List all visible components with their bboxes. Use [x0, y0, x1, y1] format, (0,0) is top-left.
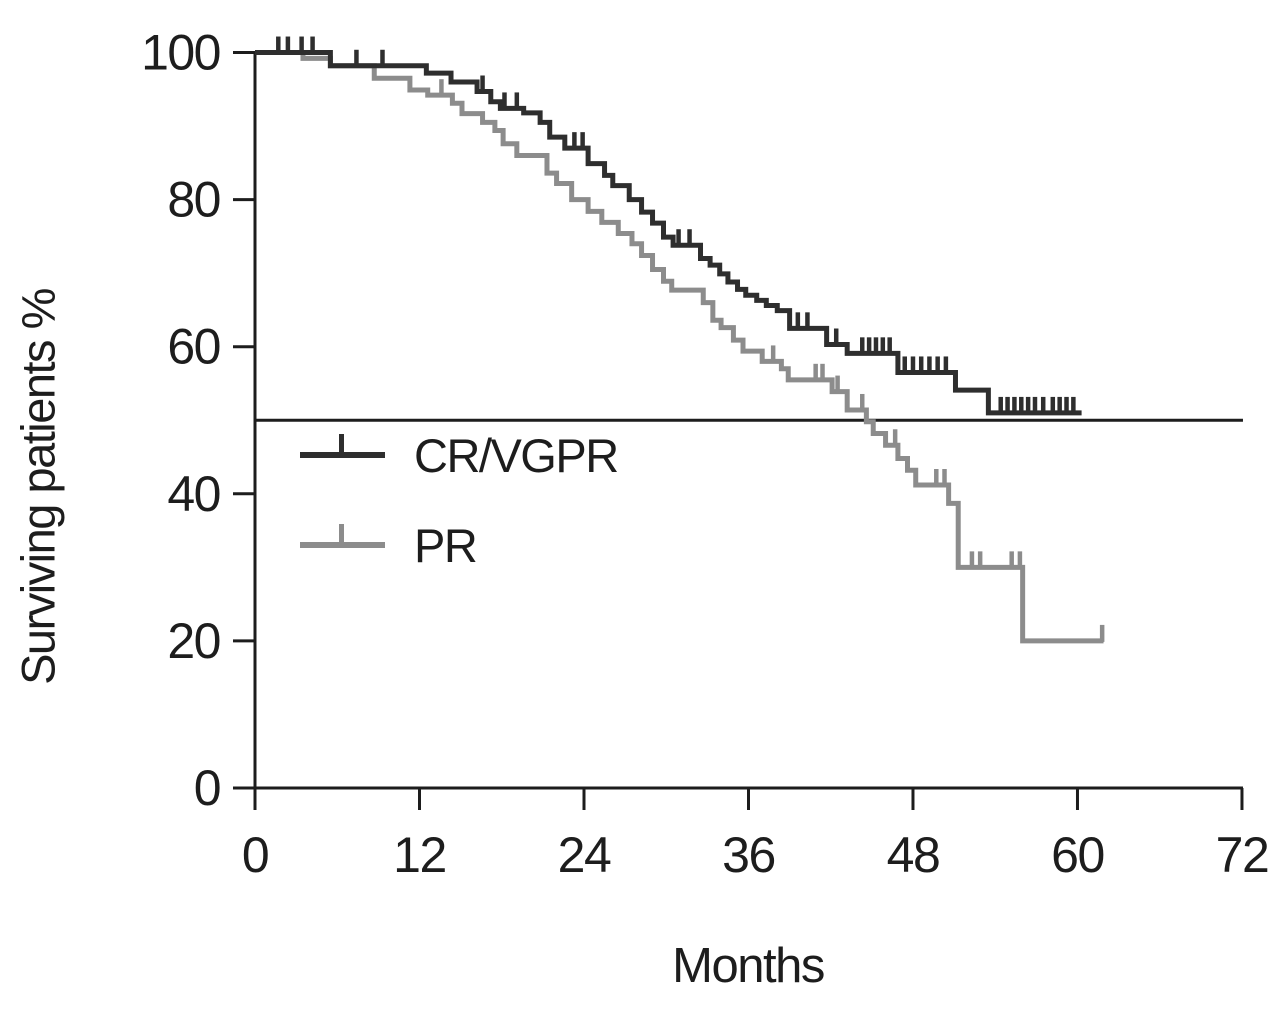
x-tick-label: 72: [1216, 827, 1269, 883]
series-pr-censor-marks: [439, 79, 1105, 642]
y-tick-label: 80: [167, 172, 220, 228]
y-tick-label: 20: [167, 613, 220, 669]
x-tick-label: 36: [722, 827, 775, 883]
x-tick-label: 24: [558, 827, 611, 883]
x-tick-label: 48: [887, 827, 940, 883]
x-axis-title: Months: [672, 939, 825, 993]
x-tick-label: 0: [242, 827, 268, 883]
series-cr-vgpr-curve: [255, 50, 1082, 416]
y-axis-ticks: 0 20 40 60 80 100: [141, 25, 255, 816]
series-cr-vgpr-censor-marks: [276, 36, 1076, 414]
y-tick-label: 40: [167, 466, 220, 522]
x-tick-label: 60: [1051, 827, 1104, 883]
y-tick-label: 0: [194, 760, 220, 816]
x-axis-ticks: 0 12 24 36 48 60 72: [242, 788, 1270, 883]
y-axis-title: Surviving patients %: [11, 289, 65, 685]
series-pr-curve: [255, 50, 1104, 644]
x-tick-label: 12: [393, 827, 446, 883]
y-tick-label: 100: [141, 25, 220, 81]
y-tick-label: 60: [167, 319, 220, 375]
